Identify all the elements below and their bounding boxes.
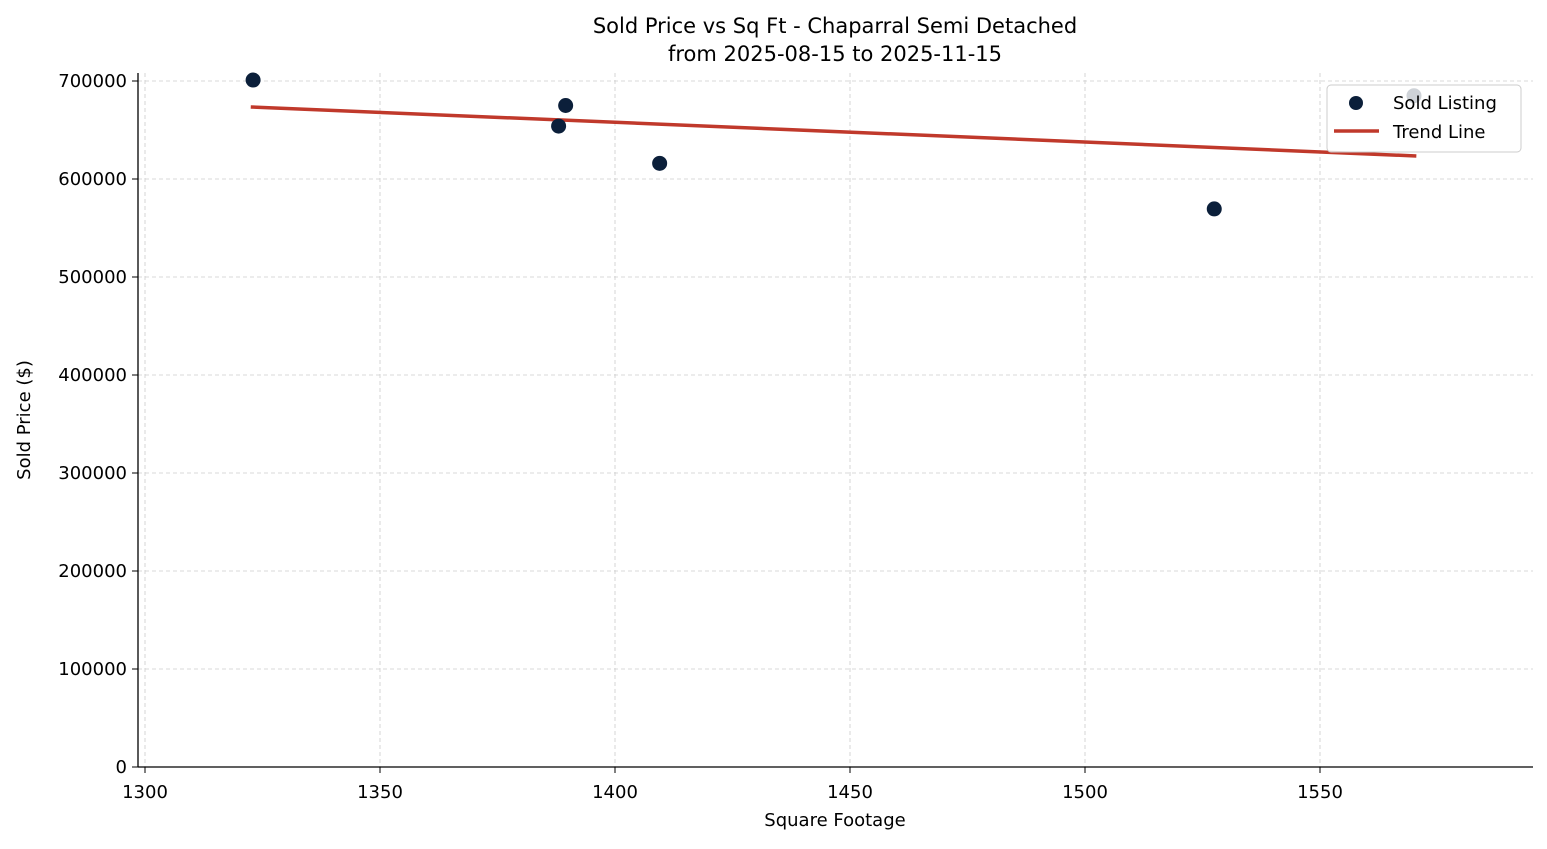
legend: Sold Listing Trend Line: [1326, 84, 1522, 153]
y-axis-label: Sold Price ($): [14, 360, 35, 480]
y-ticks: 0 100000 200000 300000 400000 500000 600000 700…: [58, 71, 138, 778]
chart-title: Sold Price vs Sq Ft - Chaparral Semi Det…: [593, 14, 1077, 38]
legend-label-trend-line: Trend Line: [1392, 122, 1486, 143]
sold-listing-point: [652, 155, 668, 171]
sold-listing-point: [245, 72, 261, 88]
y-tick-label: 300000: [58, 463, 127, 484]
y-tick-label: 200000: [58, 561, 127, 582]
sold-listing-point: [551, 118, 567, 134]
y-tick-label: 500000: [58, 267, 127, 288]
chart-subtitle: from 2025-08-15 to 2025-11-15: [668, 42, 1002, 66]
y-tick-label: 400000: [58, 365, 127, 386]
trend-line: [250, 105, 1417, 158]
x-axis-label: Square Footage: [764, 810, 905, 831]
sold-listing-point: [558, 98, 574, 113]
x-tick-label: 1350: [357, 782, 403, 803]
x-tick-label: 1550: [1297, 782, 1343, 803]
y-tick-label: 100000: [58, 659, 127, 680]
x-ticks: 1300 1350 1400 1450 1500 1550: [122, 767, 1343, 803]
grid: [138, 73, 1533, 768]
legend-label-sold-listing: Sold Listing: [1393, 93, 1497, 114]
points-layer: [245, 72, 1422, 217]
legend-box: [1326, 84, 1522, 153]
x-tick-label: 1400: [592, 782, 638, 803]
y-tick-label: 600000: [58, 169, 127, 190]
x-tick-label: 1500: [1062, 782, 1108, 803]
trend-line-layer: [250, 105, 1417, 158]
y-tick-label: 700000: [58, 71, 127, 92]
legend-marker-sold-listing: [1349, 96, 1363, 110]
sold-listing-point: [1206, 201, 1222, 217]
x-tick-label: 1450: [827, 782, 873, 803]
y-tick-label: 0: [116, 757, 127, 778]
x-tick-label: 1300: [122, 782, 168, 803]
